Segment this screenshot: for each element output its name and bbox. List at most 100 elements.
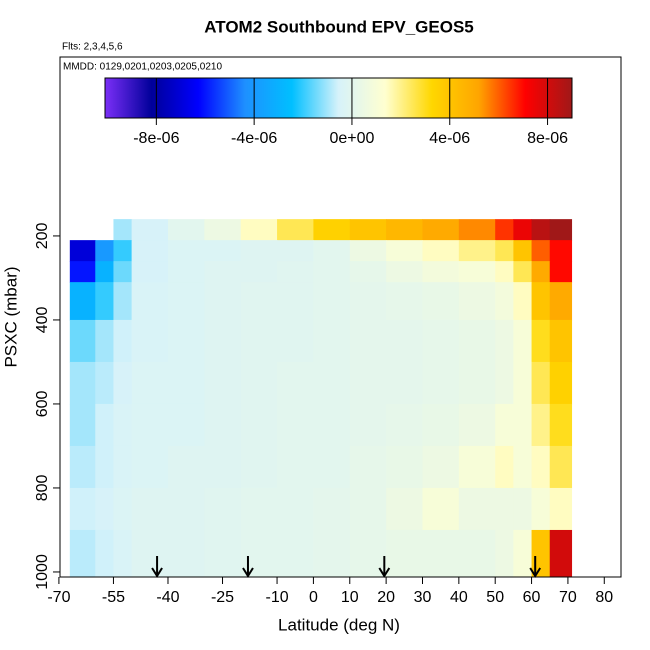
heatmap-cell (240, 487, 278, 531)
heatmap-cell (313, 261, 351, 283)
heatmap-cell (113, 282, 133, 321)
heatmap-cell (131, 529, 169, 577)
heatmap-cell (167, 445, 205, 489)
heatmap-cell (240, 282, 278, 321)
heatmap-cell (69, 361, 96, 405)
heatmap-cell (513, 319, 533, 363)
heatmap-cell (495, 361, 514, 405)
heatmap-cell (513, 282, 533, 321)
heatmap-cell (240, 219, 278, 241)
x-tick-label: -70 (47, 589, 70, 606)
heatmap-cell (131, 282, 169, 321)
heatmap-cell (349, 361, 387, 405)
heatmap-cell (549, 445, 573, 489)
heatmap-cell (113, 403, 133, 447)
heatmap-cell (549, 529, 573, 577)
x-tick-label: 0 (309, 589, 318, 606)
y-tick-label: 800 (34, 475, 51, 502)
heatmap-cell (549, 261, 573, 283)
heatmap-cell (69, 445, 96, 489)
heatmap-cell (349, 282, 387, 321)
heatmap-cell (313, 282, 351, 321)
heatmap-cell (113, 487, 133, 531)
heatmap-cell (513, 529, 533, 577)
heatmap-cell (422, 361, 460, 405)
heatmap-cell (167, 403, 205, 447)
heatmap-cell (204, 445, 242, 489)
heatmap-cell (458, 240, 496, 262)
heatmap-cell (422, 240, 460, 262)
heatmap-cell (167, 240, 205, 262)
heatmap-cell (131, 361, 169, 405)
heatmap-cell (113, 319, 133, 363)
heatmap-cell (277, 282, 314, 321)
colorbar-tick-label: -8e-06 (133, 130, 179, 147)
heatmap-cell (313, 361, 351, 405)
heatmap-cell (131, 240, 169, 262)
heatmap-cell (458, 403, 496, 447)
heatmap-cell (495, 403, 514, 447)
heatmap-cell (531, 240, 551, 262)
heatmap-cell (549, 319, 573, 363)
colorbar (104, 77, 573, 119)
heatmap-cell (422, 529, 460, 577)
heatmap-cell (495, 282, 514, 321)
plot-frame (59, 56, 622, 578)
heatmap-cell (513, 361, 533, 405)
heatmap-cell (513, 240, 533, 262)
heatmap-cell (277, 219, 314, 241)
heatmap-cell (495, 219, 514, 241)
heatmap-cell (313, 487, 351, 531)
heatmap-cell (422, 487, 460, 531)
y-tick-label: 600 (34, 391, 51, 418)
heatmap-cell (513, 261, 533, 283)
heatmap-cell (349, 240, 387, 262)
heatmap-cell (458, 261, 496, 283)
heatmap-cell (531, 529, 551, 577)
colorbar-tick-label: 0e+00 (329, 130, 374, 147)
colorbar-tick-label: 4e-06 (429, 130, 470, 147)
heatmap-cell (95, 282, 114, 321)
heatmap-cell (69, 261, 96, 283)
x-tick-label: -55 (102, 589, 125, 606)
x-tick-label: 80 (595, 589, 613, 606)
heatmap-cell (113, 361, 133, 405)
heatmap-cell (95, 445, 114, 489)
heatmap-cell (240, 445, 278, 489)
heatmap-cell (458, 445, 496, 489)
heatmap-cell (386, 219, 423, 241)
heatmap-cell (69, 282, 96, 321)
y-tick-label: 200 (34, 222, 51, 249)
heatmap-cell (422, 403, 460, 447)
heatmap-cell (349, 261, 387, 283)
heatmap-cell (204, 487, 242, 531)
heatmap-cell (458, 282, 496, 321)
heatmap-cell (204, 261, 242, 283)
y-axis-label: PSXC (mbar) (1, 266, 20, 367)
arrow-head (529, 567, 542, 578)
heatmap-cell (422, 219, 460, 241)
heatmap-cell (386, 403, 423, 447)
heatmap-cell (549, 282, 573, 321)
subtitle: Flts: 2,3,4,5,6 (62, 42, 123, 53)
heatmap-cell (131, 261, 169, 283)
y-tick-label: 400 (34, 306, 51, 333)
heatmap-cell (95, 261, 114, 283)
heatmap-cell (113, 529, 133, 577)
arrow-head (151, 567, 163, 578)
heatmap-cell (349, 319, 387, 363)
heatmap-cell (386, 529, 423, 577)
x-tick-label: 20 (377, 589, 395, 606)
heatmap-cell (240, 529, 278, 577)
heatmap-cell (240, 361, 278, 405)
arrow-head (378, 567, 391, 578)
heatmap-cell (277, 319, 314, 363)
heatmap-cell (69, 403, 96, 447)
heatmap-cell (313, 403, 351, 447)
heatmap-cell (95, 403, 114, 447)
heatmap-cell (386, 487, 423, 531)
heatmap-cell (69, 240, 96, 262)
heatmap-cell (549, 487, 573, 531)
heatmap-cell (113, 261, 133, 283)
x-tick-label: 10 (341, 589, 359, 606)
